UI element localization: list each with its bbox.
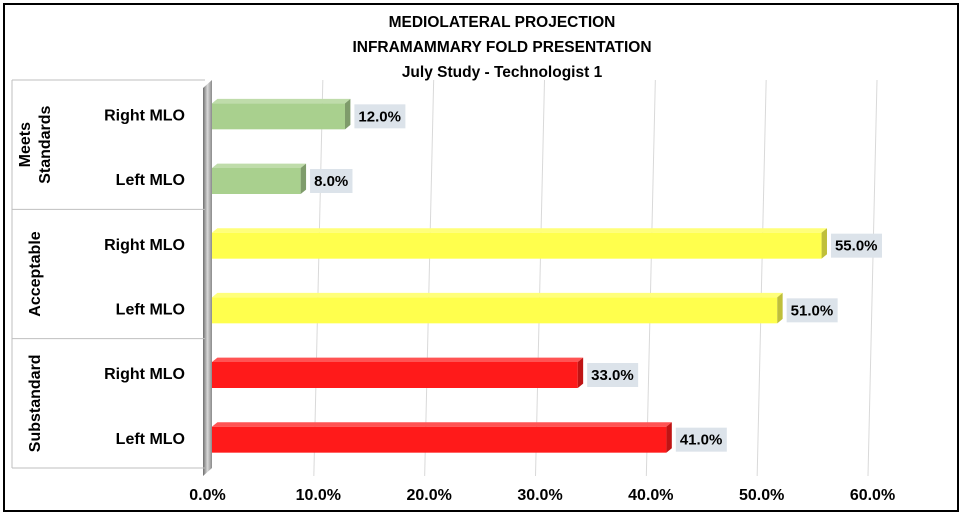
bar (212, 103, 345, 130)
bar-end-face (666, 422, 672, 453)
gridline (645, 79, 656, 477)
x-tick-label: 10.0% (296, 487, 341, 504)
chart-title-line-1: MEDIOLATERAL PROJECTION (389, 14, 616, 31)
x-tick-label: 40.0% (628, 487, 673, 504)
group-label: Acceptable (27, 231, 44, 316)
category-label: Left MLO (116, 302, 185, 319)
bar-end-face (577, 357, 584, 388)
category-label: Right MLO (104, 366, 185, 383)
axis-wall (203, 80, 212, 476)
x-tick-label: 50.0% (739, 487, 784, 504)
chart-title-line-2: INFRAMAMMARY FOLD PRESENTATION (352, 39, 651, 56)
data-label: 51.0% (791, 302, 834, 319)
category-label: Left MLO (116, 431, 185, 448)
data-label-box (587, 363, 639, 387)
data-label: 41.0% (680, 432, 723, 449)
bar (212, 168, 301, 194)
category-label: Right MLO (104, 108, 185, 125)
data-label: 33.0% (591, 367, 634, 384)
bar-top-face (212, 163, 307, 168)
bar-top-face (212, 228, 827, 233)
group-label: Meets (17, 122, 34, 167)
x-tick-label: 0.0% (189, 487, 225, 504)
group-label: Standards (37, 105, 54, 183)
x-tick-label: 20.0% (406, 487, 451, 504)
bar (212, 426, 667, 453)
data-label: 12.0% (358, 108, 401, 125)
chart-title-line-3: July Study - Technologist 1 (402, 64, 603, 81)
bar (212, 297, 778, 324)
bar-end-face (777, 292, 783, 324)
bar-end-face (821, 228, 827, 259)
bar (212, 362, 578, 388)
bar-top-face (212, 422, 672, 427)
gridlines (313, 79, 878, 477)
x-axis-ticks: 0.0% 10.0% 20.0% 30.0% 40.0% 50.0% 60.0% (189, 487, 895, 504)
data-label-box (310, 169, 353, 193)
bar-top-face (212, 98, 351, 104)
axis-side-wall (203, 80, 212, 476)
bar-end-face (300, 163, 307, 194)
data-label-box (786, 298, 838, 323)
group-label: Substandard (27, 354, 44, 452)
data-label-box (830, 233, 882, 258)
gridline (424, 79, 435, 477)
category-label: Right MLO (104, 237, 185, 254)
bar-end-face (345, 98, 351, 130)
bar (212, 232, 822, 259)
data-label: 55.0% (835, 238, 878, 255)
bars (212, 98, 827, 453)
category-label: Left MLO (116, 172, 185, 189)
gridline (756, 79, 767, 477)
data-label-box (354, 104, 406, 129)
data-labels: 12.0% 8.0% 55.0% 51.0% 33.0% 41.0% (310, 104, 882, 452)
x-tick-label: 60.0% (850, 487, 895, 504)
gridline (535, 79, 545, 477)
data-label: 8.0% (314, 173, 348, 190)
x-tick-label: 30.0% (517, 487, 562, 504)
category-axis: Meets Standards Acceptable Substandard Right… (11, 79, 205, 469)
data-label-box (675, 427, 727, 452)
chart-title: MEDIOLATERAL PROJECTION INFRAMAMMARY FOL… (352, 14, 651, 81)
bar-top-face (212, 357, 584, 362)
gridline (313, 79, 324, 477)
bar-top-face (212, 292, 783, 298)
gridline (867, 79, 878, 477)
